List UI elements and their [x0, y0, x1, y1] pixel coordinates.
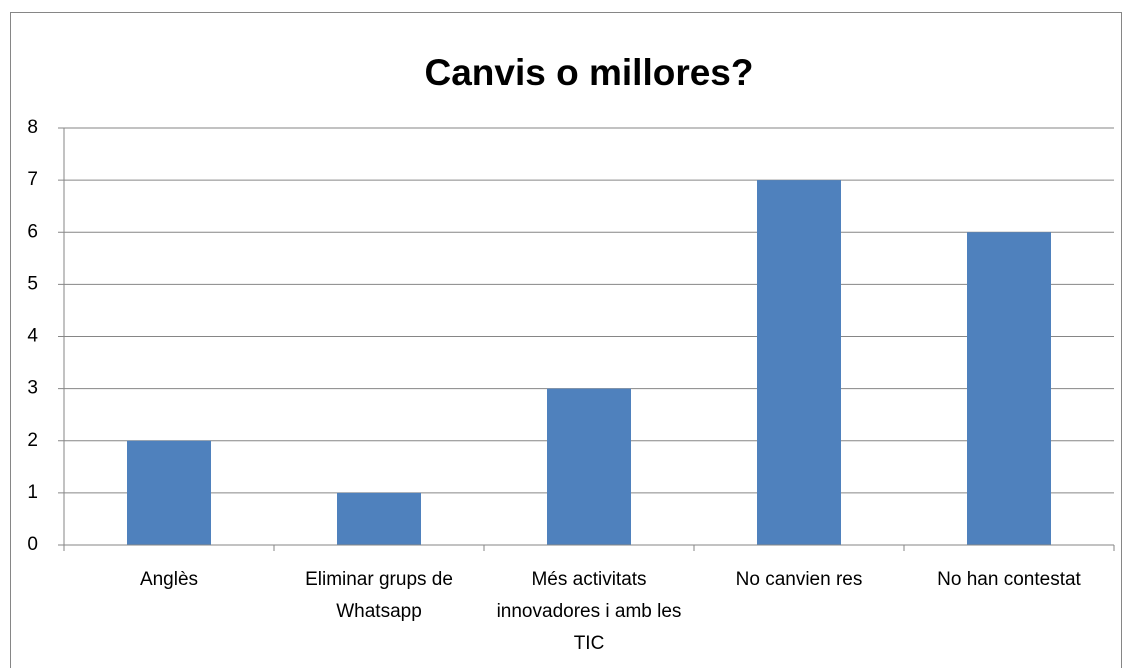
- bar: [757, 180, 841, 545]
- chart-title: Canvis o millores?: [425, 52, 754, 93]
- y-tick-label: 7: [27, 169, 38, 190]
- y-tick-label: 3: [27, 378, 38, 399]
- x-tick-label: No canvien res: [735, 569, 863, 590]
- x-tick-label: No han contestat: [937, 569, 1081, 590]
- y-tick-label: 5: [27, 273, 38, 294]
- y-tick-label: 1: [27, 482, 38, 503]
- chart-border: [10, 12, 1122, 668]
- y-tick-label: 0: [27, 534, 38, 555]
- y-tick-label: 8: [27, 117, 38, 138]
- y-tick-label: 2: [27, 430, 38, 451]
- y-tick-label: 6: [27, 221, 38, 242]
- x-tick-label: Anglès: [139, 569, 199, 590]
- bar: [547, 388, 631, 545]
- x-tick-label: Eliminar grups de Whatsapp: [305, 569, 453, 622]
- y-tick-label: 4: [27, 326, 38, 347]
- bar: [337, 492, 421, 545]
- x-tick-label: Més activitats innovadores i amb les TIC: [496, 569, 682, 654]
- bar: [127, 440, 211, 545]
- bar: [967, 232, 1051, 545]
